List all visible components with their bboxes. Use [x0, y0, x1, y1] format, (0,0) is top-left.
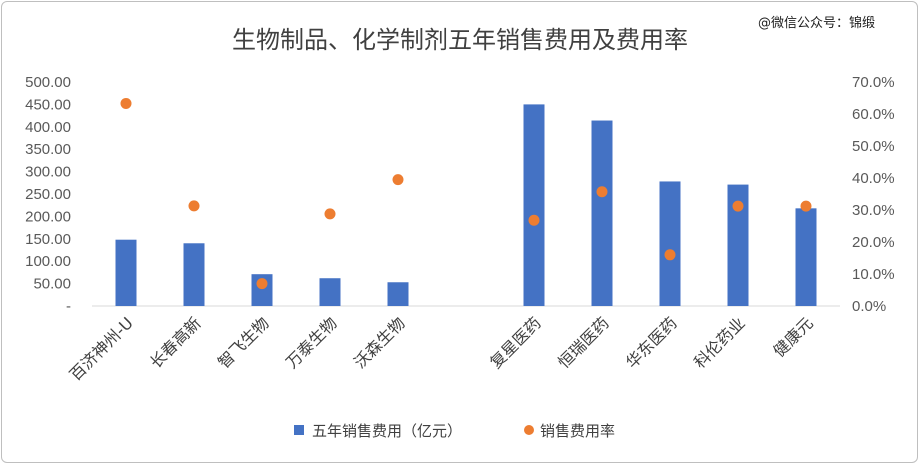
- y-left-tick-label: 400.00: [25, 119, 71, 136]
- y-left-tick-label: 300.00: [25, 164, 71, 181]
- y-axis-left: - 50.00 100.00 150.00 200.00 250.00 300.00 350.…: [25, 74, 71, 315]
- bar-series: [115, 104, 817, 307]
- rate-dot: [324, 208, 336, 220]
- rate-dot: [596, 186, 608, 198]
- x-axis-categories: 百济神州-U 长春高新 智飞生物 万泰生物 沃森生物 复星医药 恒瑞医药 华东医药 科伦药业 健康…: [66, 313, 817, 384]
- y-right-tick-label: 0.0%: [852, 298, 886, 315]
- rate-dot: [528, 214, 540, 226]
- y-right-tick-label: 40.0%: [852, 170, 895, 187]
- rate-dot: [120, 97, 132, 109]
- legend-bar-swatch: [294, 425, 304, 435]
- legend-dot-label: 销售费用率: [540, 422, 615, 440]
- y-left-tick-label: 250.00: [25, 186, 71, 203]
- y-left-tick-label: 100.00: [25, 253, 71, 270]
- bar: [115, 239, 137, 306]
- bar: [727, 184, 749, 306]
- y-right-tick-label: 20.0%: [852, 234, 895, 251]
- legend-bar-label: 五年销售费用（亿元）: [312, 422, 462, 440]
- watermark: @微信公众号：锦缎: [758, 15, 875, 31]
- legend-dot-swatch: [524, 425, 534, 435]
- category-label: 复星医药: [486, 313, 545, 372]
- bar: [319, 278, 341, 306]
- bar: [523, 104, 545, 307]
- bar: [795, 208, 817, 306]
- y-left-tick-label: 350.00: [25, 141, 71, 158]
- chart-title: 生物制品、化学制剂五年销售费用及费用率: [232, 26, 688, 54]
- y-left-tick-label: 150.00: [25, 231, 71, 248]
- category-label: 健康元: [769, 313, 816, 360]
- y-axis-right: 0.0% 10.0% 20.0% 30.0% 40.0% 50.0% 60.0% 70.0%: [852, 74, 895, 315]
- y-right-tick-label: 60.0%: [852, 106, 895, 123]
- category-label: 百济神州-U: [66, 313, 137, 384]
- rate-dot: [188, 200, 200, 212]
- y-left-tick-label: 50.00: [33, 276, 71, 293]
- category-label: 长春高新: [146, 313, 205, 372]
- y-right-tick-label: 50.0%: [852, 138, 895, 155]
- rate-dot: [392, 174, 404, 186]
- y-left-tick-label: 450.00: [25, 96, 71, 113]
- legend: 五年销售费用（亿元） 销售费用率: [294, 422, 615, 440]
- rate-dot: [256, 278, 268, 290]
- y-left-tick-label: 200.00: [25, 208, 71, 225]
- bar: [659, 181, 681, 306]
- rate-series: [120, 97, 812, 290]
- y-right-tick-label: 30.0%: [852, 202, 895, 219]
- category-label: 智飞生物: [214, 313, 273, 372]
- category-label: 华东医药: [622, 313, 681, 372]
- bar: [183, 243, 205, 306]
- category-label: 万泰生物: [282, 313, 341, 372]
- rate-dot: [664, 249, 676, 261]
- y-left-tick-label: -: [66, 298, 71, 315]
- bar: [591, 120, 613, 306]
- rate-dot: [800, 200, 812, 212]
- y-left-tick-label: 500.00: [25, 74, 71, 91]
- bar: [387, 282, 409, 306]
- rate-dot: [732, 200, 744, 212]
- category-label: 沃森生物: [350, 313, 409, 372]
- category-label: 恒瑞医药: [554, 313, 613, 372]
- y-right-tick-label: 70.0%: [852, 74, 895, 91]
- category-label: 科伦药业: [690, 313, 749, 372]
- y-right-tick-label: 10.0%: [852, 266, 895, 283]
